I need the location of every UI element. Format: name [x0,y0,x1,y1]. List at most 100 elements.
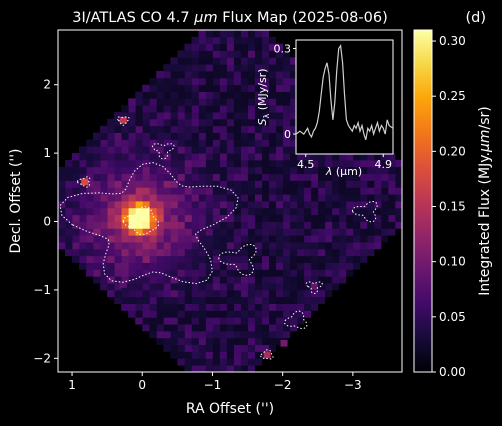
heatmap-cell [205,85,212,92]
heatmap-cell [65,160,72,167]
heatmap-cell [205,92,212,99]
heatmap-cell [107,290,114,297]
heatmap-cell [121,133,128,140]
heatmap-cell [149,78,156,85]
heatmap-cell [198,57,205,64]
heatmap-cell [381,174,388,181]
heatmap-cell [205,304,212,311]
heatmap-cell [360,235,367,242]
heatmap-cell [163,64,170,71]
heatmap-cell [269,256,276,263]
heatmap-cell [276,180,283,187]
heatmap-cell [212,242,219,249]
heatmap-cell [262,153,269,160]
heatmap-cell [353,242,360,249]
heatmap-cell [149,317,156,324]
heatmap-cell [241,153,248,160]
heatmap-cell [276,249,283,256]
heatmap-cell [205,297,212,304]
heatmap-cell [234,338,241,345]
heatmap-cell [184,242,191,249]
heatmap-cell [128,139,135,146]
heatmap-cell [58,242,65,249]
heatmap-cell [248,37,255,44]
heatmap-cell [219,146,226,153]
heatmap-cell [269,153,276,160]
heatmap-cell [269,208,276,215]
heatmap-cell [184,283,191,290]
heatmap-cell [234,269,241,276]
heatmap-cell [262,37,269,44]
heatmap-cell [234,119,241,126]
heatmap-cell [283,194,290,201]
heatmap-cell [297,180,304,187]
heatmap-cell [163,304,170,311]
heatmap-cell [65,208,72,215]
heatmap-cell [170,57,177,64]
heatmap-cell [234,263,241,270]
heatmap-cell [241,351,248,358]
heatmap-cell [128,256,135,263]
heatmap-cell [114,290,121,297]
heatmap-cell [163,310,170,317]
heatmap-cell [367,167,374,174]
heatmap-cell [248,222,255,229]
heatmap-cell [163,201,170,208]
heatmap-cell [290,222,297,229]
heatmap-cell [205,256,212,263]
heatmap-cell [177,249,184,256]
inset-y-tick-label: 0 [284,128,291,141]
heatmap-cell [325,228,332,235]
heatmap-cell [269,304,276,311]
heatmap-cell [290,317,297,324]
heatmap-cell [135,112,142,119]
heatmap-cell [156,215,163,222]
heatmap-cell [248,153,255,160]
heatmap-cell [325,242,332,249]
heatmap-cell [297,187,304,194]
heatmap-cell [255,194,262,201]
heatmap-cell [234,78,241,85]
heatmap-cell [219,71,226,78]
heatmap-cell [170,249,177,256]
heatmap-cell [248,194,255,201]
colorbar-ticks: 0.000.050.100.150.200.250.30 [432,34,466,379]
heatmap-cell [121,180,128,187]
heatmap-cell [255,208,262,215]
heatmap-cell [191,133,198,140]
heatmap-cell [325,215,332,222]
heatmap-cell [276,85,283,92]
heatmap-cell [198,215,205,222]
heatmap-cell [205,324,212,331]
heatmap-cell [177,64,184,71]
heatmap-cell [219,180,226,187]
heatmap-cell [318,242,325,249]
heatmap-cell [226,92,233,99]
heatmap-cell [241,187,248,194]
heatmap-cell [283,105,290,112]
heatmap-cell [184,133,191,140]
heatmap-cell [332,242,339,249]
inset-x-tick-label: 4.5 [297,158,315,171]
heatmap-cell [325,263,332,270]
heatmap-cell [156,235,163,242]
heatmap-cell [205,153,212,160]
heatmap-cell [248,228,255,235]
heatmap-cell [149,242,156,249]
heatmap-cell [212,194,219,201]
heatmap-cell [276,263,283,270]
heatmap-cell [248,304,255,311]
heatmap-cell [135,187,142,194]
heatmap-cell [276,64,283,71]
heatmap-cell [290,276,297,283]
heatmap-cell [135,283,142,290]
heatmap-cell [177,153,184,160]
heatmap-cell [381,222,388,229]
heatmap-cell [100,139,107,146]
heatmap-cell [212,78,219,85]
heatmap-cell [226,160,233,167]
heatmap-cell [255,249,262,256]
heatmap-cell [93,215,100,222]
heatmap-cell [241,194,248,201]
heatmap-cell [212,167,219,174]
